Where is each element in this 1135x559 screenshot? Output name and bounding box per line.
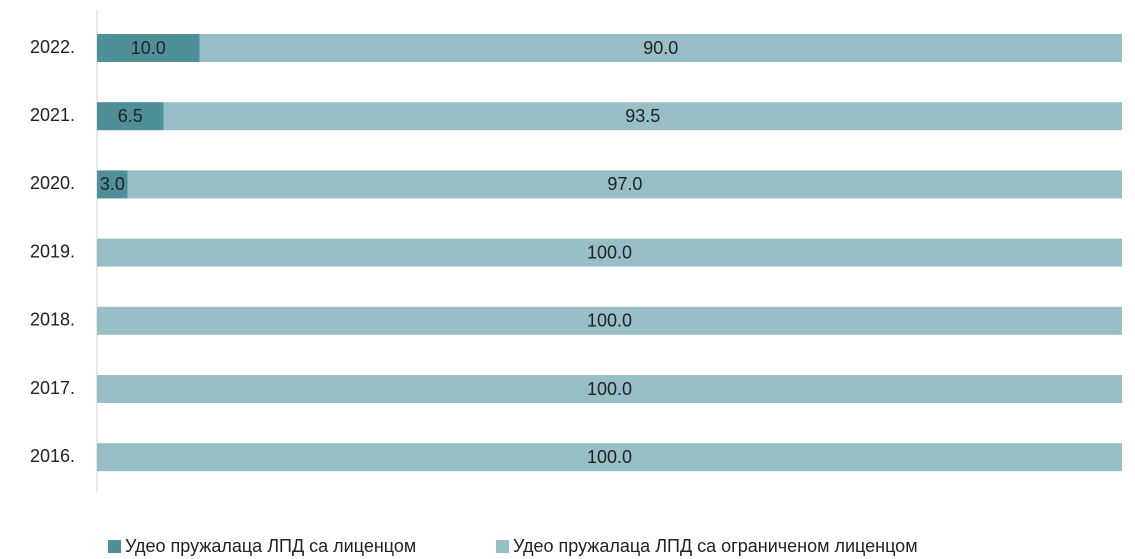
legend-swatch [496,540,509,553]
y-tick-label: 2018. [30,310,75,330]
legend-label: Удео пружалаца ЛПД са лиценцом [125,536,416,556]
data-label: 3.0 [100,174,125,194]
bar-segment [163,102,1122,131]
y-tick-label: 2019. [30,241,75,261]
y-tick-label: 2022. [30,37,75,57]
y-tick-label: 2021. [30,105,75,125]
bar-segment [97,34,200,62]
data-label: 6.5 [118,106,143,126]
y-tick-label: 2016. [30,446,75,466]
bar-segment [97,443,1122,472]
data-label: 100.0 [587,242,632,262]
bar-segment [199,34,1122,62]
data-label: 100.0 [587,311,632,331]
y-tick-label: 2020. [30,173,75,193]
data-label: 93.5 [625,106,660,126]
data-label: 10.0 [131,38,166,58]
legend-swatch [108,540,121,553]
y-tick-label: 2017. [30,378,75,398]
data-label: 100.0 [587,447,632,467]
legend-label: Удео пружалаца ЛПД са ограниченом лиценц… [513,536,918,556]
data-label: 90.0 [643,38,678,58]
data-label: 100.0 [587,379,632,399]
bar-segment [97,238,1122,267]
data-label: 97.0 [607,174,642,194]
bar-segment [97,375,1122,403]
bar-segment [97,102,164,131]
bar-segment [127,170,1122,199]
bar-segment [97,170,128,199]
bar-segment [97,306,1122,335]
